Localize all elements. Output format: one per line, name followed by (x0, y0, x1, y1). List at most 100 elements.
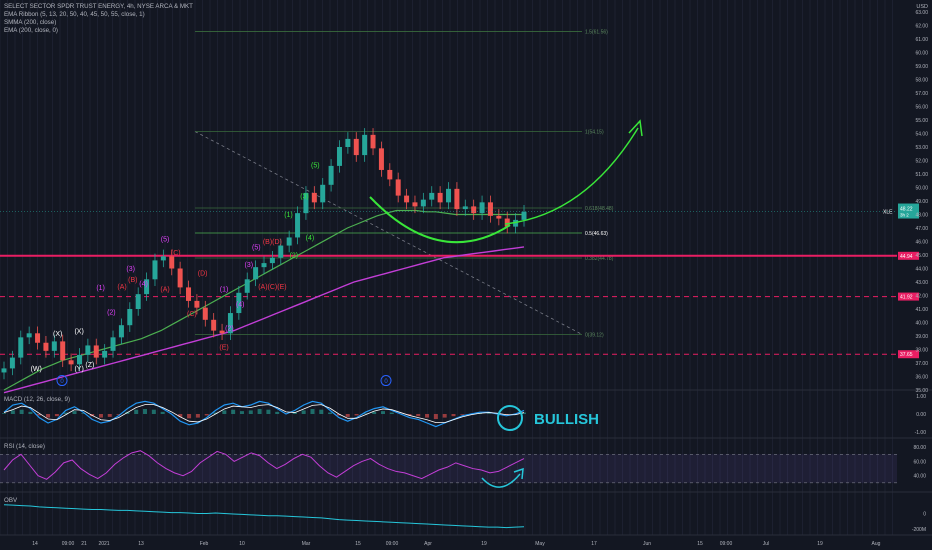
wave-label: (5) (252, 245, 261, 252)
level-price-tag (898, 292, 919, 301)
macd-histogram-bar (134, 409, 139, 414)
candle-body (353, 138, 359, 156)
candle-body (26, 333, 32, 338)
candle-body (487, 202, 493, 216)
wave-label: (5) (161, 237, 170, 244)
y-tick-label: 48.00 (915, 213, 928, 219)
macd-histogram-bar (389, 412, 394, 414)
y-tick-label: 41.00 (915, 307, 928, 313)
macd-histogram-bar (204, 414, 209, 416)
macd-histogram-bar (116, 414, 121, 415)
wave-label: (A) (117, 284, 126, 291)
y-tick-label: 42.00 (915, 294, 928, 300)
x-tick-label: 09:00 (720, 541, 733, 547)
currency-label: USD (916, 4, 928, 10)
macd-histogram-bar (416, 414, 421, 417)
macd-histogram-bar (433, 414, 438, 420)
macd-histogram-bar (107, 414, 112, 417)
candle-body (269, 257, 275, 264)
x-tick-label: Jun (643, 541, 651, 547)
x-tick-label: 21 (81, 541, 87, 547)
candle-body (236, 292, 242, 314)
wave-label: (A) (160, 286, 169, 293)
wave-label: (X) (74, 328, 83, 335)
candle-body (211, 319, 217, 331)
indicator-ema[interactable]: EMA (200, close, 0) (4, 27, 58, 34)
fib-level-label: 0.618(48.48) (585, 206, 614, 212)
candle-body (160, 256, 166, 261)
candle-body (336, 147, 342, 166)
wave-label: (1) (284, 212, 293, 219)
macd-histogram-bar (425, 414, 430, 418)
candle-body (9, 357, 15, 369)
grid (0, 0, 932, 536)
macd-label[interactable]: MACD (12, 26, close, 9) (4, 396, 71, 403)
y-tick-label: 44.00 (915, 267, 928, 273)
macd-histogram-bar (336, 414, 341, 416)
macd-histogram-bar (442, 414, 447, 418)
bullish-arrow-curve (504, 127, 639, 225)
indicator-ema-ribbon[interactable]: EMA Ribbon (5, 13, 20, 50, 40, 45, 50, 5… (4, 11, 145, 18)
level-price-tag (898, 350, 919, 359)
macd-histogram-bar (257, 408, 262, 414)
rsi-tick-label: 60.00 (913, 459, 926, 465)
y-tick-label: 37.00 (915, 361, 928, 367)
level-price-label: 44.94 (900, 254, 913, 260)
candle-body (412, 202, 418, 207)
macd-histogram-bar (37, 414, 42, 416)
macd-histogram-bar (292, 412, 297, 414)
fib-level-label: 1.5(61.56) (585, 29, 608, 35)
fib-retracement[interactable]: 1.5(61.56) 1(54.15) 0.618(48.48) 0.5(46.63)… (194, 29, 614, 338)
y-tick-label: 55.00 (915, 118, 928, 124)
macd-histogram-bar (54, 414, 59, 417)
candle-body (479, 202, 485, 214)
macd-histogram-bar (231, 409, 236, 414)
y-tick-label: 61.00 (915, 37, 928, 43)
wave-label: (Z) (85, 362, 94, 369)
countdown-label: 3h 2 (900, 213, 909, 218)
x-tick-label: Feb (200, 541, 209, 547)
signal-line (3, 404, 525, 424)
candle-body (521, 211, 527, 220)
candle-body (152, 260, 158, 280)
candle-body (135, 294, 141, 309)
candle-body (202, 307, 208, 320)
y-tick-label: 38.00 (915, 348, 928, 354)
macd-histogram-bar (187, 414, 192, 419)
annotations[interactable]: (W)(X)(Y)(X)(Z)(1)(2)(3)(4)(5)(A)(B)(A)(… (31, 119, 643, 387)
last-price-tag (898, 203, 919, 219)
candle-body (462, 206, 468, 210)
wave-label: (4) (139, 281, 148, 288)
rsi-label[interactable]: RSI (14, close) (4, 443, 45, 450)
fib-level-label: 0(39.12) (585, 332, 604, 338)
horizontal-levels[interactable]: 44.94 41.92 37.65 (0, 251, 919, 359)
candle-body (35, 333, 41, 343)
indicator-smma[interactable]: SMMA (200, close) (4, 19, 57, 26)
macd-histogram-bar (486, 413, 491, 414)
candle-body (387, 169, 393, 180)
circle-marker-label: 0 (384, 379, 388, 385)
candle-body (504, 218, 510, 227)
candle-body (378, 148, 384, 170)
candle-body (286, 237, 292, 246)
circle-marker-label: 0 (60, 379, 64, 385)
y-tick-label: 46.00 (915, 240, 928, 246)
candle-body (102, 350, 108, 358)
candle-body (471, 206, 477, 214)
wave-label: (C) (171, 250, 181, 257)
ema-200-line (3, 209, 524, 391)
candle-body (51, 341, 57, 351)
bullish-circle (497, 405, 523, 431)
obv-line (3, 504, 525, 529)
macd-histogram-bar (213, 412, 218, 414)
y-tick-label: 50.00 (915, 186, 928, 192)
candle-body (68, 360, 74, 365)
obv-label[interactable]: OBV (4, 497, 18, 504)
wave-label: (B) (128, 277, 137, 284)
macd-histogram-bar (46, 414, 51, 418)
rsi-arrow-curve (481, 473, 521, 488)
candle-body (311, 192, 317, 203)
x-tick-label: 10 (239, 541, 245, 547)
y-tick-label: 47.00 (915, 226, 928, 232)
